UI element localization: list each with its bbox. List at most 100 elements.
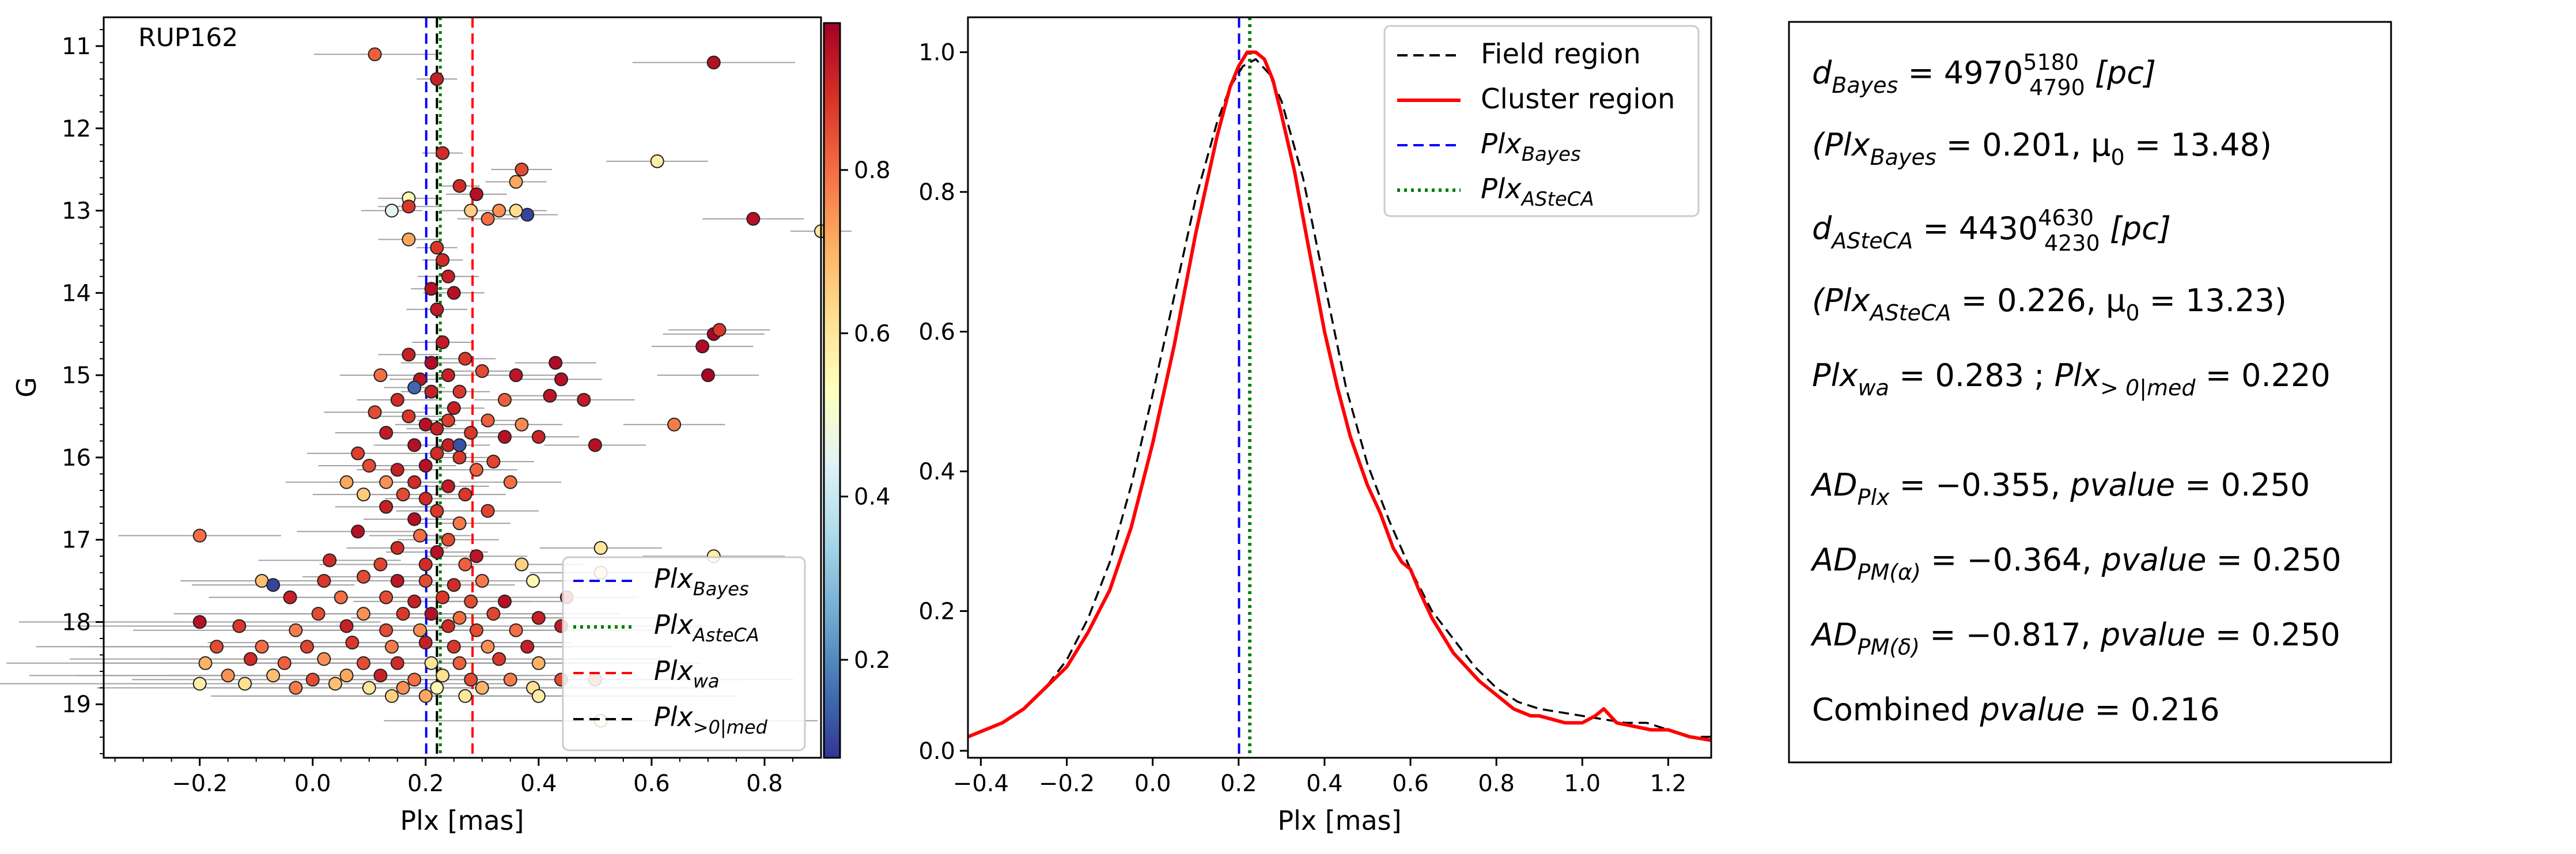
scatter-point <box>379 475 394 489</box>
scatter-point <box>351 446 365 460</box>
colorbar: 0.2 0.4 0.6 0.8 <box>823 22 891 759</box>
y-tick-label: 16 <box>62 445 91 471</box>
text-part: 0 <box>2125 300 2139 326</box>
scatter-point <box>362 681 376 695</box>
scatter-point <box>441 479 455 493</box>
scatter-point <box>452 611 467 625</box>
y-tick-label: 17 <box>62 527 91 554</box>
scatter-point <box>311 607 326 621</box>
scatter-point <box>650 154 664 168</box>
scatter-point <box>458 689 472 703</box>
density-x-ticks: −0.4 −0.2 0.0 0.2 0.4 0.6 0.8 1.0 1.2 <box>953 758 1686 797</box>
scatter-point <box>430 72 444 86</box>
density-axes-frame <box>967 16 1712 759</box>
scatter-point <box>418 689 433 703</box>
scatter-point <box>384 203 399 218</box>
scatter-point <box>701 368 715 383</box>
scatter-point <box>475 681 489 695</box>
text-part: d <box>1812 55 1832 91</box>
scatter-point <box>452 656 467 670</box>
scatter-point <box>441 269 455 284</box>
scatter-point <box>441 368 455 383</box>
scatter-point <box>407 594 422 609</box>
legend-entry: PlxAsteCA <box>654 609 759 646</box>
x-tick-label: 0.4 <box>520 770 557 797</box>
scatter-point <box>430 240 444 255</box>
scatter-point <box>373 557 388 572</box>
scatter-point <box>706 55 721 70</box>
text-part: = 4430 <box>1913 210 2038 247</box>
text-part: AD <box>1810 617 1858 653</box>
scatter-point <box>379 426 394 440</box>
density-series-field-region <box>967 58 1711 738</box>
text-part: 5180 <box>2023 50 2079 75</box>
scatter-point <box>356 488 370 502</box>
scatter-point <box>192 528 207 543</box>
scatter-point <box>243 652 258 666</box>
density-x-tick-label: 0.4 <box>1306 770 1343 797</box>
text-part: = −0.364, <box>1921 542 2102 578</box>
x-tick-label: 0.6 <box>633 770 670 797</box>
density-legend-entry: PlxASteCA <box>1481 173 1594 211</box>
scatter-point <box>339 475 354 489</box>
density-x-tick-label: 0.8 <box>1478 770 1515 797</box>
scatter-point <box>323 553 337 568</box>
scatter-point <box>503 475 517 489</box>
scatter-point <box>475 364 489 378</box>
scatter-point <box>317 574 331 588</box>
text-part: = 0.216 <box>2085 691 2219 728</box>
scatter-point <box>509 368 523 383</box>
colorbar-ticks: 0.2 0.4 0.6 0.8 <box>840 157 891 674</box>
scatter-point <box>458 557 472 572</box>
y-tick-label: 14 <box>62 280 91 307</box>
colorbar-tick-label: 0.8 <box>854 157 891 184</box>
scatter-point <box>458 488 472 502</box>
scatter-x-label: Plx [mas] <box>400 805 524 836</box>
scatter-panel: −0.2 0.0 0.2 0.4 0.6 0.8 11 12 13 14 15 16 17 18 19 R… <box>0 16 852 836</box>
scatter-point <box>470 187 484 201</box>
scatter-point <box>266 578 281 592</box>
result-ad_plx: ADPlx = −0.355, pvalue = 0.250 <box>1810 467 2310 510</box>
scatter-point <box>266 668 281 683</box>
text-part: = 13.23) <box>2140 282 2287 319</box>
scatter-point <box>531 430 546 444</box>
scatter-point <box>283 590 297 604</box>
text-part: Plx <box>2055 357 2101 394</box>
density-panel: −0.4 −0.2 0.0 0.2 0.4 0.6 0.8 1.0 1.2 0.00.20.40… <box>918 16 1712 836</box>
scatter-point <box>515 417 529 432</box>
colorbar-tick-label: 0.4 <box>854 484 891 511</box>
text-part: Combined <box>1812 691 1980 728</box>
scatter-point <box>447 578 461 592</box>
density-x-tick-label: 0.2 <box>1220 770 1257 797</box>
scatter-point <box>390 392 404 407</box>
density-legend-entry: Cluster region <box>1481 83 1675 115</box>
text-part: > 0|med <box>2100 375 2196 401</box>
text-part: pvalue <box>2101 542 2207 578</box>
density-legend-entry-main: Plx <box>1481 173 1522 205</box>
density-legend-entry-sub: Bayes <box>1522 143 1581 166</box>
text-part: (Plx <box>1812 127 1871 163</box>
scatter-point <box>577 392 591 407</box>
scatter-point <box>373 368 388 383</box>
scatter-point <box>746 211 761 226</box>
scatter-point <box>452 450 467 464</box>
legend-entry-main: Plx <box>654 563 694 594</box>
legend-entry-sub: Bayes <box>693 578 749 600</box>
cluster-name: RUP162 <box>138 23 238 52</box>
x-tick-label: 0.0 <box>294 770 331 797</box>
density-legend-box <box>1383 25 1700 217</box>
scatter-point <box>407 380 422 395</box>
scatter-point <box>418 492 433 506</box>
text-part: 4630 <box>2038 205 2094 230</box>
density-parallax-lines <box>1238 17 1252 758</box>
text-part: (Plx <box>1812 282 1871 319</box>
scatter-point <box>588 438 602 452</box>
density-legend-entry: PlxBayes <box>1481 128 1581 166</box>
scatter-point <box>447 286 461 300</box>
legend-entry: PlxBayes <box>654 563 749 600</box>
text-part: AD <box>1810 467 1858 503</box>
density-y-tick-label: 0.6 <box>918 319 955 346</box>
scatter-point <box>356 607 370 621</box>
scatter-point <box>362 459 376 473</box>
